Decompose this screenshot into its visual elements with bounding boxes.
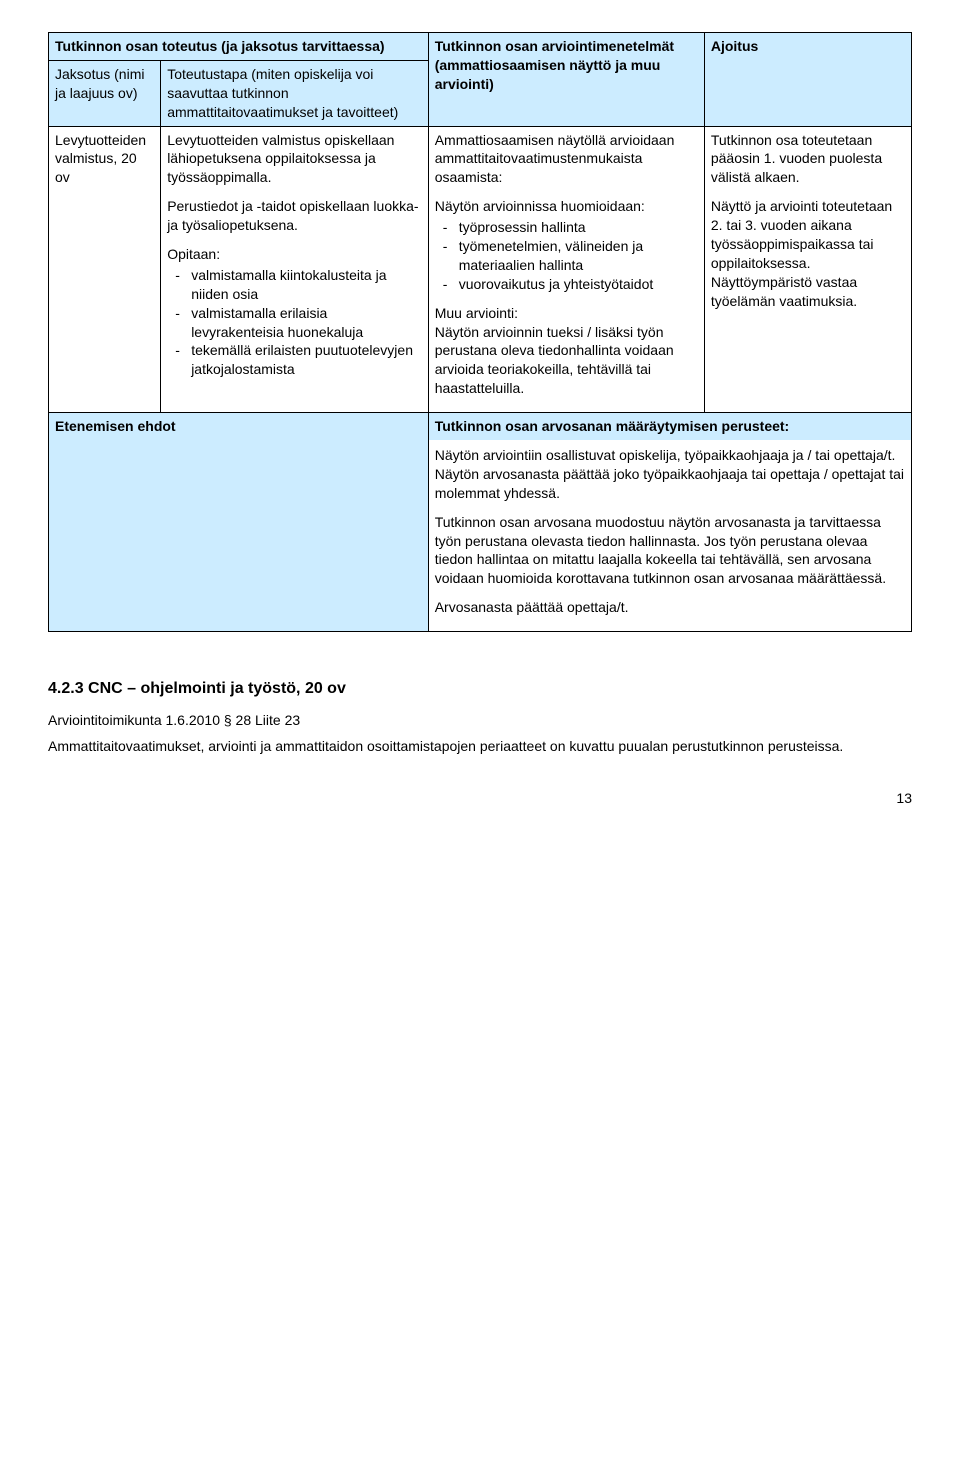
section-line1: Arviointitoimikunta 1.6.2010 § 28 Liite … (48, 712, 912, 728)
list-item: työmenetelmien, välineiden ja materiaali… (449, 237, 698, 275)
header-c1a: Jaksotus (nimi ja laajuus ov) (49, 60, 161, 126)
row1-c1b-p3: Opitaan: (167, 245, 422, 264)
row1-c2-p4: Näytön arvioinnin tueksi / lisäksi työn … (435, 323, 698, 399)
row2-c2-p1: Näytön arviointiin osallistuvat opiskeli… (435, 446, 905, 503)
row1-c3-p1: Tutkinnon osa toteutetaan pääosin 1. vuo… (711, 131, 905, 188)
row1-c1b-list: valmistamalla kiintokalusteita ja niiden… (167, 266, 422, 379)
list-item: työprosessin hallinta (449, 218, 698, 237)
curriculum-table: Tutkinnon osan toteutus (ja jaksotus tar… (48, 32, 912, 632)
row2-c2-title: Tutkinnon osan arvosanan määräytymisen p… (429, 413, 911, 440)
row1-c1b-p1: Levytuotteiden valmistus opiskellaan läh… (167, 131, 422, 188)
row1-c3-p2: Näyttö ja arviointi toteutetaan 2. tai 3… (711, 197, 905, 310)
header-c1-title: Tutkinnon osan toteutus (ja jaksotus tar… (49, 33, 429, 61)
row1-c2-p2: Näytön arvioinnissa huomioidaan: (435, 197, 698, 216)
row2-c2-p3: Arvosanasta päättää opettaja/t. (435, 598, 905, 617)
row1-c2-list: työprosessin hallinta työmenetelmien, vä… (435, 218, 698, 294)
row2-c2-p2: Tutkinnon osan arvosana muodostuu näytön… (435, 513, 905, 589)
row1-c2-p3: Muu arviointi: (435, 304, 698, 323)
list-item: tekemällä erilaisten puutuotelevyjen jat… (181, 341, 422, 379)
row1-c1b: Levytuotteiden valmistus opiskellaan läh… (161, 126, 429, 413)
row2-c1: Etenemisen ehdot (49, 413, 429, 632)
list-item: valmistamalla kiintokalusteita ja niiden… (181, 266, 422, 304)
header-c1b: Toteutustapa (miten opiskelija voi saavu… (161, 60, 429, 126)
row2-c2: Tutkinnon osan arvosanan määräytymisen p… (428, 413, 911, 632)
row1-c1b-p2: Perustiedot ja -taidot opiskellaan luokk… (167, 197, 422, 235)
page-number: 13 (48, 790, 912, 806)
list-item: valmistamalla erilaisia levyrakenteisia … (181, 304, 422, 342)
section-title: 4.2.3 CNC – ohjelmointi ja työstö, 20 ov (48, 680, 912, 698)
row1-c1a: Levytuotteiden valmistus, 20 ov (49, 126, 161, 413)
list-item: vuorovaikutus ja yhteistyötaidot (449, 275, 698, 294)
header-c3: Ajoitus (704, 33, 911, 127)
row1-c3: Tutkinnon osa toteutetaan pääosin 1. vuo… (704, 126, 911, 413)
header-c2: Tutkinnon osan arviointimenetelmät (amma… (428, 33, 704, 127)
row1-c2: Ammattiosaamisen näytöllä arvioidaan amm… (428, 126, 704, 413)
row1-c2-p1: Ammattiosaamisen näytöllä arvioidaan amm… (435, 131, 698, 188)
section-line2: Ammattitaitovaatimukset, arviointi ja am… (48, 738, 912, 754)
